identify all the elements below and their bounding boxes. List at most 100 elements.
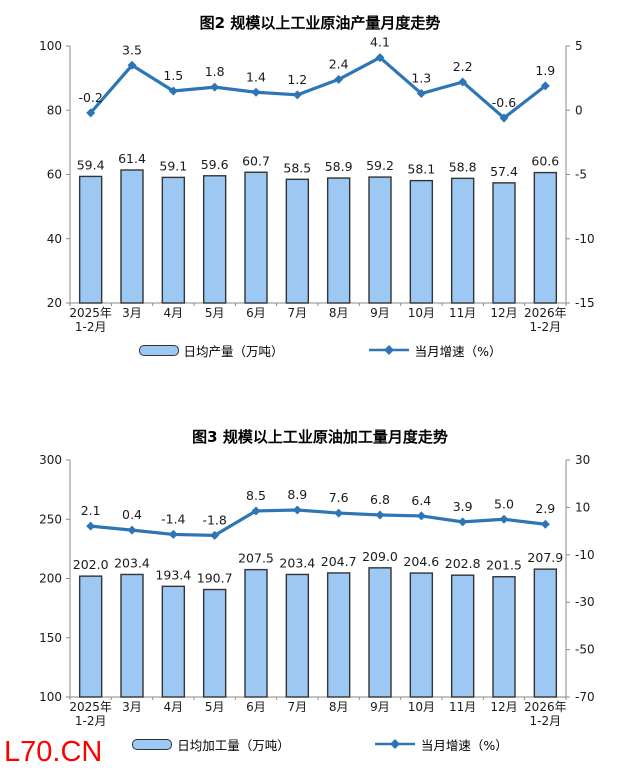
bar bbox=[533, 171, 558, 304]
x-tick-label: 2025年 bbox=[69, 306, 112, 320]
x-tick-label: 4月 bbox=[164, 700, 184, 714]
line-value-label: 1.8 bbox=[205, 64, 225, 79]
chart-legend: 日均产量（万吨） 当月增速（%） bbox=[0, 336, 640, 364]
line-value-label: 6.8 bbox=[370, 492, 390, 507]
bar-value-label: 60.6 bbox=[531, 154, 559, 169]
figure3-crude-oil-processing-chart: 图3 规模以上工业原油加工量月度走势 100 150 200 250 300 -70 -50… bbox=[0, 424, 640, 758]
x-tick-label: 8月 bbox=[329, 700, 349, 714]
bar-value-label: 202.0 bbox=[73, 557, 109, 572]
line-value-label: 1.3 bbox=[411, 71, 431, 86]
bars-group: 202.0 203.4 193.4 190.7 207.5 203.4 204.7 209.0… bbox=[73, 549, 563, 698]
left-tick-label: 200 bbox=[39, 572, 62, 586]
bar-value-label: 209.0 bbox=[362, 549, 398, 564]
line-marker-icon bbox=[210, 82, 220, 92]
line-value-label: -0.2 bbox=[78, 90, 102, 105]
bar-value-label: 59.1 bbox=[159, 158, 187, 173]
right-tick-label: 30 bbox=[575, 453, 590, 467]
bar bbox=[533, 568, 558, 698]
bar bbox=[368, 176, 392, 304]
legend-item-line-series: 当月增速（%） bbox=[374, 735, 508, 754]
x-tick-label: 10月 bbox=[408, 306, 435, 320]
bar bbox=[409, 179, 434, 304]
line-value-label: 2.4 bbox=[329, 56, 349, 71]
line-marker-icon bbox=[458, 517, 468, 527]
line-marker-icon bbox=[416, 89, 426, 99]
legend-label-bar-series: 日均产量（万吨） bbox=[183, 343, 284, 359]
bar bbox=[244, 171, 268, 304]
line-value-label: 8.9 bbox=[287, 487, 307, 502]
x-tick-label: 7月 bbox=[288, 700, 308, 714]
legend-label-line-series: 当月增速（%） bbox=[420, 737, 508, 753]
left-tick-label: 20 bbox=[47, 296, 62, 310]
chart-title: 图2 规模以上工业原油产量月度走势 bbox=[199, 14, 441, 32]
bar bbox=[78, 575, 103, 698]
bar-value-label: 202.8 bbox=[445, 556, 481, 571]
line-value-label: 8.5 bbox=[246, 488, 266, 503]
line-marker-icon bbox=[292, 90, 302, 100]
legend-item-bar-series: 日均产量（万吨） bbox=[138, 341, 284, 360]
bar bbox=[285, 178, 310, 304]
line-marker-icon bbox=[168, 529, 178, 539]
bar-value-label: 204.7 bbox=[321, 554, 357, 569]
bar-value-label: 207.9 bbox=[527, 550, 563, 565]
left-tick-label: 40 bbox=[47, 232, 62, 246]
right-tick-label: -15 bbox=[575, 296, 595, 310]
bar bbox=[492, 182, 516, 304]
x-tick-label: 1-2月 bbox=[75, 320, 107, 334]
bar bbox=[161, 585, 186, 698]
line-marker-icon bbox=[540, 81, 550, 91]
line-marker-icon bbox=[334, 508, 344, 518]
line-marker-icon bbox=[251, 506, 261, 516]
legend-item-bar-series: 日均加工量（万吨） bbox=[132, 735, 290, 754]
x-tick-label: 6月 bbox=[246, 306, 266, 320]
right-tick-label: -10 bbox=[575, 548, 595, 562]
bar-value-label: 190.7 bbox=[197, 571, 233, 586]
bar-value-label: 193.4 bbox=[155, 567, 191, 582]
line-marker-icon bbox=[375, 510, 385, 520]
left-tick-label: 80 bbox=[47, 103, 62, 117]
line-marker-icon bbox=[127, 525, 137, 535]
legend-item-line-series: 当月增速（%） bbox=[368, 341, 501, 360]
line-value-label: 1.4 bbox=[246, 69, 266, 84]
right-tick-label: -5 bbox=[575, 168, 587, 182]
bar-value-label: 59.2 bbox=[366, 158, 394, 173]
bar-value-label: 58.1 bbox=[407, 162, 435, 177]
bar-value-label: 201.5 bbox=[486, 558, 522, 573]
line-value-label: 4.1 bbox=[370, 35, 390, 50]
axes bbox=[66, 45, 570, 306]
line-value-label: -0.6 bbox=[492, 95, 516, 110]
bar-series-swatch-icon bbox=[132, 738, 173, 750]
watermark: L70.CN bbox=[4, 736, 103, 768]
left-tick-label: 300 bbox=[39, 453, 62, 467]
x-tick-label: 9月 bbox=[370, 700, 390, 714]
bar bbox=[326, 177, 351, 304]
x-tick-label: 10月 bbox=[408, 700, 435, 714]
x-tick-label: 12月 bbox=[490, 700, 517, 714]
x-tick-label: 1-2月 bbox=[75, 714, 107, 728]
bar-value-label: 61.4 bbox=[118, 151, 146, 166]
x-tick-label: 3月 bbox=[122, 306, 142, 320]
x-tick-label: 4月 bbox=[164, 306, 184, 320]
line-value-label: 3.5 bbox=[122, 42, 142, 57]
line-marker-icon bbox=[540, 519, 550, 529]
bar bbox=[244, 568, 268, 698]
figure2-crude-oil-output-chart: 图2 规模以上工业原油产量月度走势 20 40 60 80 100 -15 -10 -5 0 5 2… bbox=[0, 0, 640, 364]
growth-line bbox=[89, 55, 547, 120]
line-marker-icon bbox=[210, 530, 220, 540]
line-marker-icon bbox=[416, 511, 426, 521]
right-tick-label: -50 bbox=[575, 643, 595, 657]
x-tick-label: 7月 bbox=[288, 306, 308, 320]
line-value-label: -1.8 bbox=[202, 512, 226, 527]
chart-title: 图3 规模以上工业原油加工量月度走势 bbox=[192, 428, 448, 446]
bar bbox=[78, 175, 103, 304]
x-tick-label: 11月 bbox=[449, 700, 476, 714]
bars-group: 59.4 61.4 59.1 59.6 60.7 58.5 58.9 59.2 58.1 58.8… bbox=[77, 151, 559, 304]
left-tick-label: 100 bbox=[39, 690, 62, 704]
bar bbox=[120, 169, 144, 304]
bar-value-label: 60.7 bbox=[242, 153, 270, 168]
line-series-swatch-icon bbox=[374, 739, 415, 749]
growth-line bbox=[90, 508, 546, 537]
bar bbox=[161, 176, 186, 304]
bar bbox=[285, 573, 310, 698]
bar-value-label: 203.4 bbox=[114, 555, 150, 570]
